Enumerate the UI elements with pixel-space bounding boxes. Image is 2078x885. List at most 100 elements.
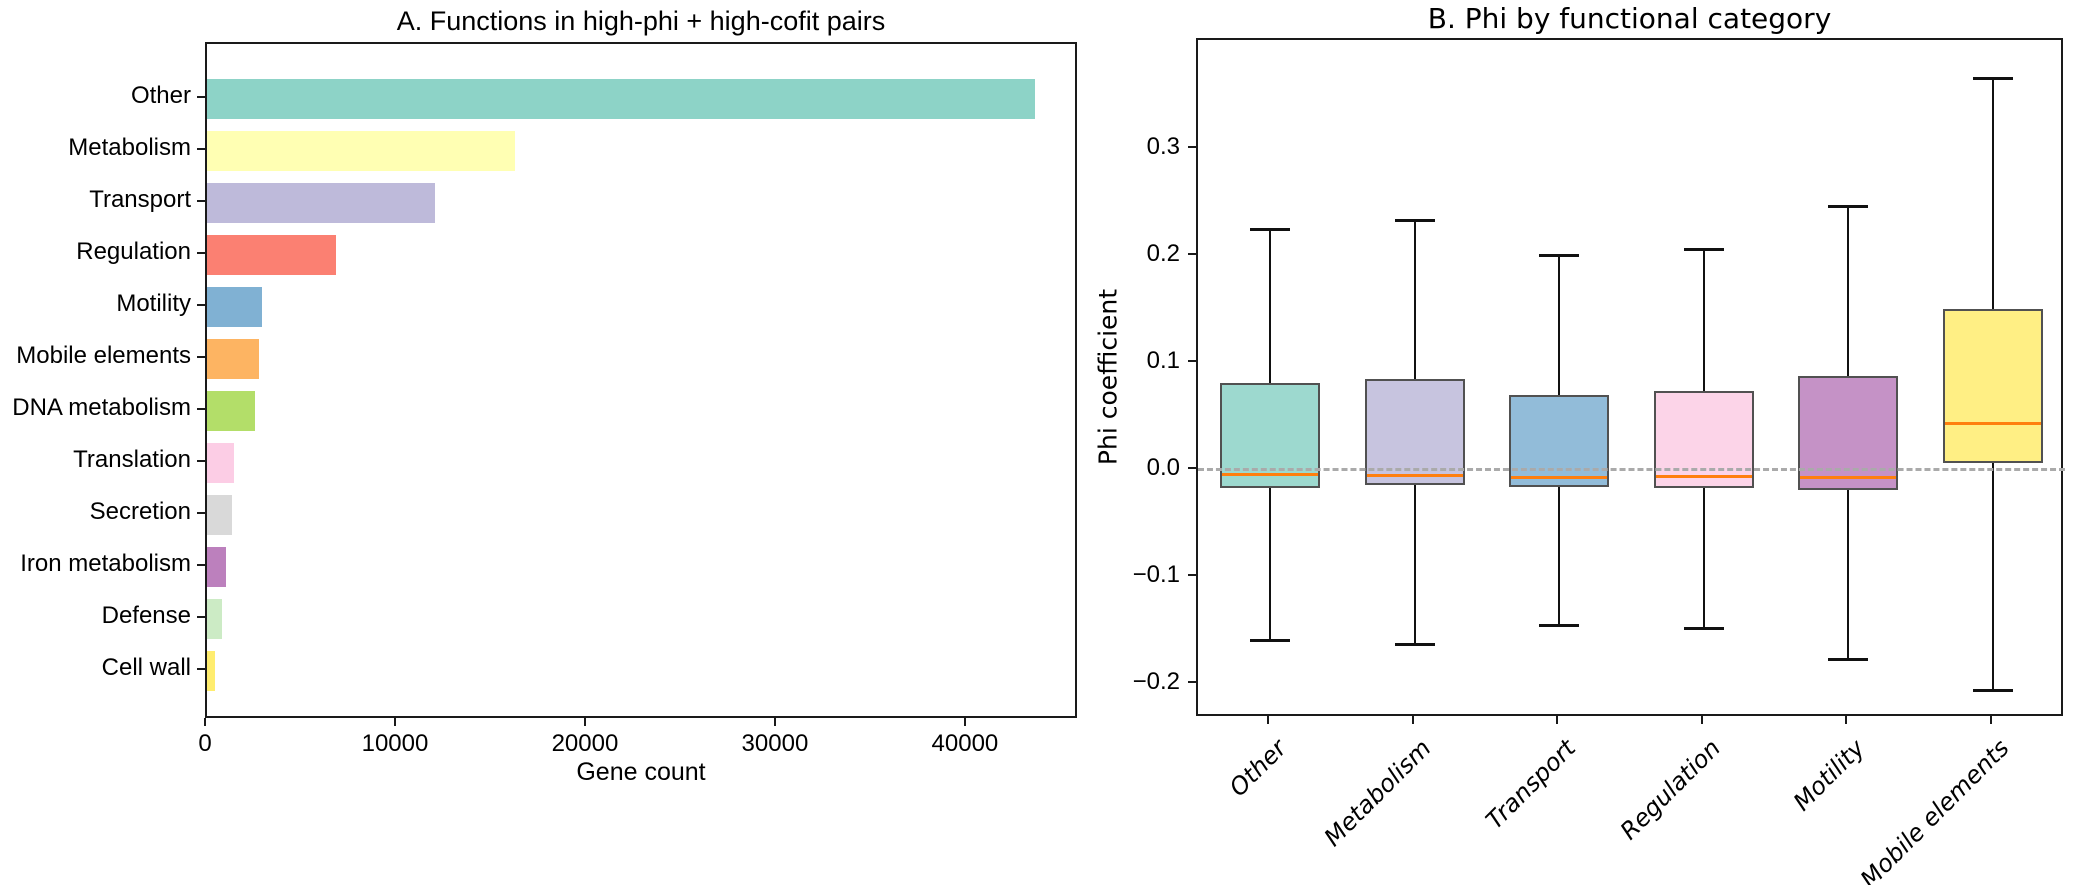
whisker-lower-transport [1558, 487, 1561, 625]
x-tick-mark [1411, 716, 1414, 724]
box-mobile-elements [1942, 309, 2043, 464]
median-regulation [1655, 474, 1752, 478]
whisker-cap-bottom-motility [1828, 658, 1869, 662]
box-category-label: Motility [1787, 734, 1871, 817]
y-tick-label: −0.1 [1132, 560, 1180, 588]
y-tick-mark [197, 668, 205, 671]
x-tick-mark [204, 718, 206, 726]
whisker-cap-top-transport [1539, 253, 1580, 257]
bar-category-label: Translation [73, 446, 191, 474]
whisker-lower-metabolism [1413, 484, 1416, 645]
whisker-upper-regulation [1702, 248, 1705, 391]
bar-chart-plot-area [205, 42, 1077, 718]
whisker-cap-top-other [1250, 228, 1291, 232]
x-tick-mark [1700, 716, 1703, 724]
bar-motility [207, 286, 263, 328]
whisker-cap-top-regulation [1683, 247, 1724, 251]
y-tick-mark [1188, 466, 1196, 469]
x-tick-mark [1267, 716, 1270, 724]
median-transport [1511, 475, 1608, 479]
box-category-label: Metabolism [1318, 734, 1437, 852]
box-motility [1798, 375, 1899, 491]
whisker-lower-mobile-elements [1991, 463, 1994, 691]
y-tick-label: 0.0 [1146, 453, 1180, 481]
bar-other [207, 78, 1036, 120]
bar-category-label: Regulation [76, 238, 191, 266]
whisker-cap-top-motility [1828, 204, 1869, 208]
bar-category-label: DNA metabolism [12, 394, 191, 422]
x-tick-label: 20000 [551, 730, 619, 757]
whisker-cap-top-metabolism [1394, 218, 1435, 222]
y-tick-mark [1188, 146, 1196, 149]
bar-translation [207, 442, 234, 484]
box-transport [1509, 395, 1610, 487]
y-tick-mark [1188, 359, 1196, 362]
whisker-cap-bottom-other [1250, 638, 1291, 642]
whisker-lower-regulation [1702, 488, 1705, 629]
bar-chart-x-axis-label: Gene count [576, 758, 706, 786]
box-category-label: Regulation [1614, 734, 1726, 846]
y-tick-mark [197, 616, 205, 619]
bar-iron-metabolism [207, 546, 226, 588]
whisker-cap-bottom-metabolism [1394, 643, 1435, 647]
box-metabolism [1364, 379, 1465, 485]
whisker-cap-bottom-regulation [1683, 627, 1724, 631]
y-tick-label: 0.1 [1146, 346, 1180, 374]
median-motility [1800, 475, 1897, 479]
x-tick-mark [1556, 716, 1559, 724]
y-tick-label: 0.2 [1146, 240, 1180, 268]
box-plot-plot-area [1196, 38, 2065, 716]
median-mobile-elements [1944, 422, 2041, 426]
whisker-lower-other [1269, 488, 1272, 640]
x-tick-mark [583, 718, 586, 726]
y-tick-label: −0.2 [1132, 667, 1180, 695]
x-tick-mark [773, 718, 776, 726]
zero-reference-line [1198, 468, 2065, 472]
box-regulation [1653, 390, 1754, 489]
whisker-upper-transport [1558, 254, 1561, 396]
bar-secretion [207, 494, 232, 536]
x-tick-label: 40000 [931, 730, 999, 757]
x-tick-mark [393, 718, 396, 726]
y-tick-mark [197, 512, 205, 515]
box-plot-y-axis-label: Phi coefficient [1093, 288, 1123, 466]
box-category-label: Mobile elements [1854, 734, 2015, 885]
y-tick-mark [197, 96, 205, 99]
y-tick-mark [197, 148, 205, 151]
bar-category-label: Mobile elements [16, 342, 191, 370]
y-tick-mark [197, 408, 205, 411]
box-category-label: Transport [1480, 734, 1582, 835]
box-category-label: Other [1224, 734, 1293, 802]
y-tick-label: 0.3 [1146, 133, 1180, 161]
median-metabolism [1366, 473, 1463, 477]
bar-category-label: Iron metabolism [20, 550, 191, 578]
whisker-cap-bottom-mobile-elements [1972, 689, 2013, 693]
bar-category-label: Defense [101, 602, 191, 630]
bar-category-label: Other [130, 82, 191, 110]
x-tick-mark [963, 718, 966, 726]
whisker-upper-metabolism [1413, 219, 1416, 379]
y-tick-mark [1188, 573, 1196, 576]
bar-mobile-elements [207, 338, 260, 380]
whisker-upper-motility [1847, 205, 1850, 376]
panel-a-title: A. Functions in high-phi + high-cofit pa… [396, 6, 886, 36]
median-other [1222, 472, 1319, 476]
x-tick-label: 0 [198, 730, 212, 757]
x-tick-label: 10000 [361, 730, 429, 757]
y-tick-mark [197, 252, 205, 255]
bar-regulation [207, 234, 337, 276]
y-tick-mark [197, 460, 205, 463]
whisker-lower-motility [1847, 490, 1850, 660]
bar-transport [207, 182, 435, 224]
y-tick-mark [197, 200, 205, 203]
panel-b-title: B. Phi by functional category [1427, 2, 1832, 35]
bar-category-label: Secretion [89, 498, 191, 526]
y-tick-mark [197, 356, 205, 359]
bar-category-label: Motility [116, 290, 191, 318]
y-tick-mark [1188, 680, 1196, 683]
x-tick-mark [1989, 716, 1992, 724]
bar-cell-wall [207, 650, 215, 692]
x-tick-mark [1845, 716, 1848, 724]
whisker-cap-bottom-transport [1539, 623, 1580, 627]
